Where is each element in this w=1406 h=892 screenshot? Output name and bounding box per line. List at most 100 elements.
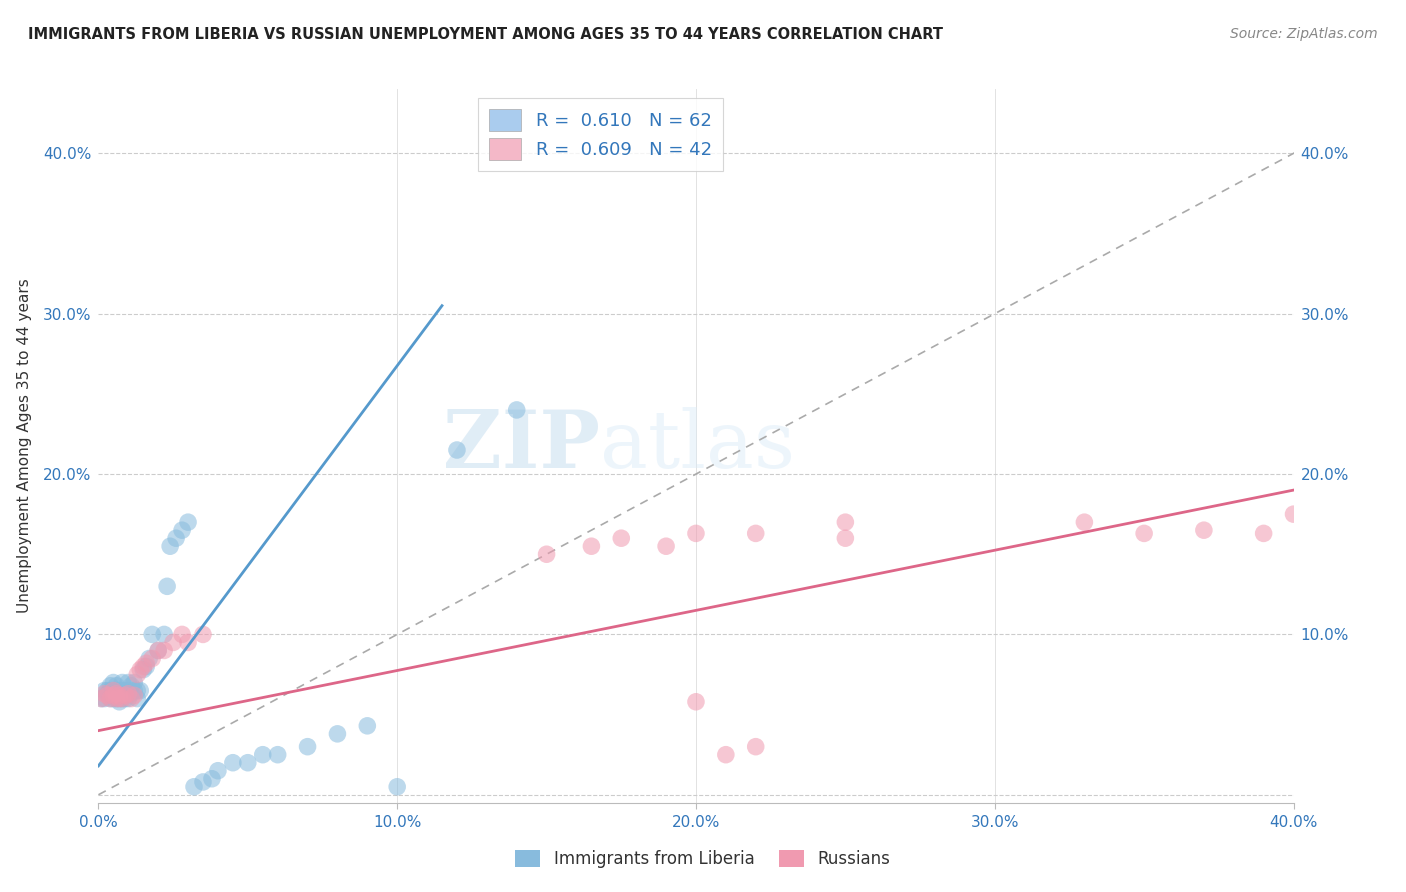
Point <box>834 515 856 529</box>
Point <box>159 539 181 553</box>
Point <box>103 689 125 703</box>
Point <box>127 667 149 681</box>
Point <box>141 627 163 641</box>
Point <box>96 687 118 701</box>
Point <box>297 739 319 754</box>
Point <box>745 526 768 541</box>
Point <box>124 689 146 703</box>
Point <box>191 627 214 641</box>
Point <box>103 689 125 703</box>
Point <box>1192 523 1215 537</box>
Point <box>96 689 118 703</box>
Point <box>685 526 707 541</box>
Point <box>111 691 134 706</box>
Point <box>655 539 678 553</box>
Point <box>103 691 125 706</box>
Point <box>745 739 768 754</box>
Point <box>165 531 187 545</box>
Legend: Immigrants from Liberia, Russians: Immigrants from Liberia, Russians <box>509 843 897 875</box>
Text: atlas: atlas <box>600 407 796 485</box>
Point <box>153 627 176 641</box>
Point <box>172 523 194 537</box>
Point <box>177 635 200 649</box>
Point <box>90 691 112 706</box>
Point <box>103 683 125 698</box>
Text: ZIP: ZIP <box>443 407 600 485</box>
Point <box>114 683 136 698</box>
Point <box>127 683 149 698</box>
Point <box>138 651 160 665</box>
Point <box>114 691 136 706</box>
Point <box>117 675 139 690</box>
Point <box>1073 515 1095 529</box>
Point <box>114 689 136 703</box>
Point <box>356 719 378 733</box>
Point <box>93 683 115 698</box>
Point <box>124 675 146 690</box>
Point <box>610 531 633 545</box>
Point <box>111 683 134 698</box>
Point <box>108 689 131 703</box>
Point <box>135 659 157 673</box>
Point <box>105 691 128 706</box>
Point <box>177 515 200 529</box>
Point <box>103 675 125 690</box>
Point <box>252 747 274 762</box>
Point <box>111 687 134 701</box>
Point <box>117 687 139 701</box>
Point <box>156 579 179 593</box>
Point <box>506 403 529 417</box>
Point <box>93 687 115 701</box>
Point <box>1253 526 1275 541</box>
Point <box>1133 526 1156 541</box>
Point <box>1282 507 1305 521</box>
Point <box>207 764 229 778</box>
Text: IMMIGRANTS FROM LIBERIA VS RUSSIAN UNEMPLOYMENT AMONG AGES 35 TO 44 YEARS CORREL: IMMIGRANTS FROM LIBERIA VS RUSSIAN UNEMP… <box>28 27 943 42</box>
Point <box>120 691 142 706</box>
Point <box>141 651 163 665</box>
Point <box>105 691 128 706</box>
Point <box>114 689 136 703</box>
Point <box>105 683 128 698</box>
Point <box>103 683 125 698</box>
Point <box>148 643 170 657</box>
Point <box>127 691 149 706</box>
Point <box>267 747 290 762</box>
Point <box>132 659 155 673</box>
Point <box>108 691 131 706</box>
Point <box>446 442 468 457</box>
Point <box>108 691 131 706</box>
Point <box>201 772 224 786</box>
Point <box>191 775 214 789</box>
Point <box>100 679 122 693</box>
Point <box>685 695 707 709</box>
Point <box>834 531 856 545</box>
Point <box>124 683 146 698</box>
Point <box>183 780 205 794</box>
Point <box>108 683 131 698</box>
Point <box>100 683 122 698</box>
Point <box>105 679 128 693</box>
Point <box>105 687 128 701</box>
Point <box>129 683 152 698</box>
Point <box>120 687 142 701</box>
Point <box>96 683 118 698</box>
Point <box>326 727 349 741</box>
Point <box>385 780 409 794</box>
Point <box>105 687 128 701</box>
Point <box>93 691 115 706</box>
Point <box>108 687 131 701</box>
Point <box>111 691 134 706</box>
Point <box>108 695 131 709</box>
Point <box>536 547 558 561</box>
Point <box>222 756 245 770</box>
Text: Source: ZipAtlas.com: Source: ZipAtlas.com <box>1230 27 1378 41</box>
Point <box>714 747 737 762</box>
Point <box>129 663 152 677</box>
Point <box>148 643 170 657</box>
Point <box>117 683 139 698</box>
Point <box>120 679 142 693</box>
Point <box>100 691 122 706</box>
Point <box>90 691 112 706</box>
Point <box>100 691 122 706</box>
